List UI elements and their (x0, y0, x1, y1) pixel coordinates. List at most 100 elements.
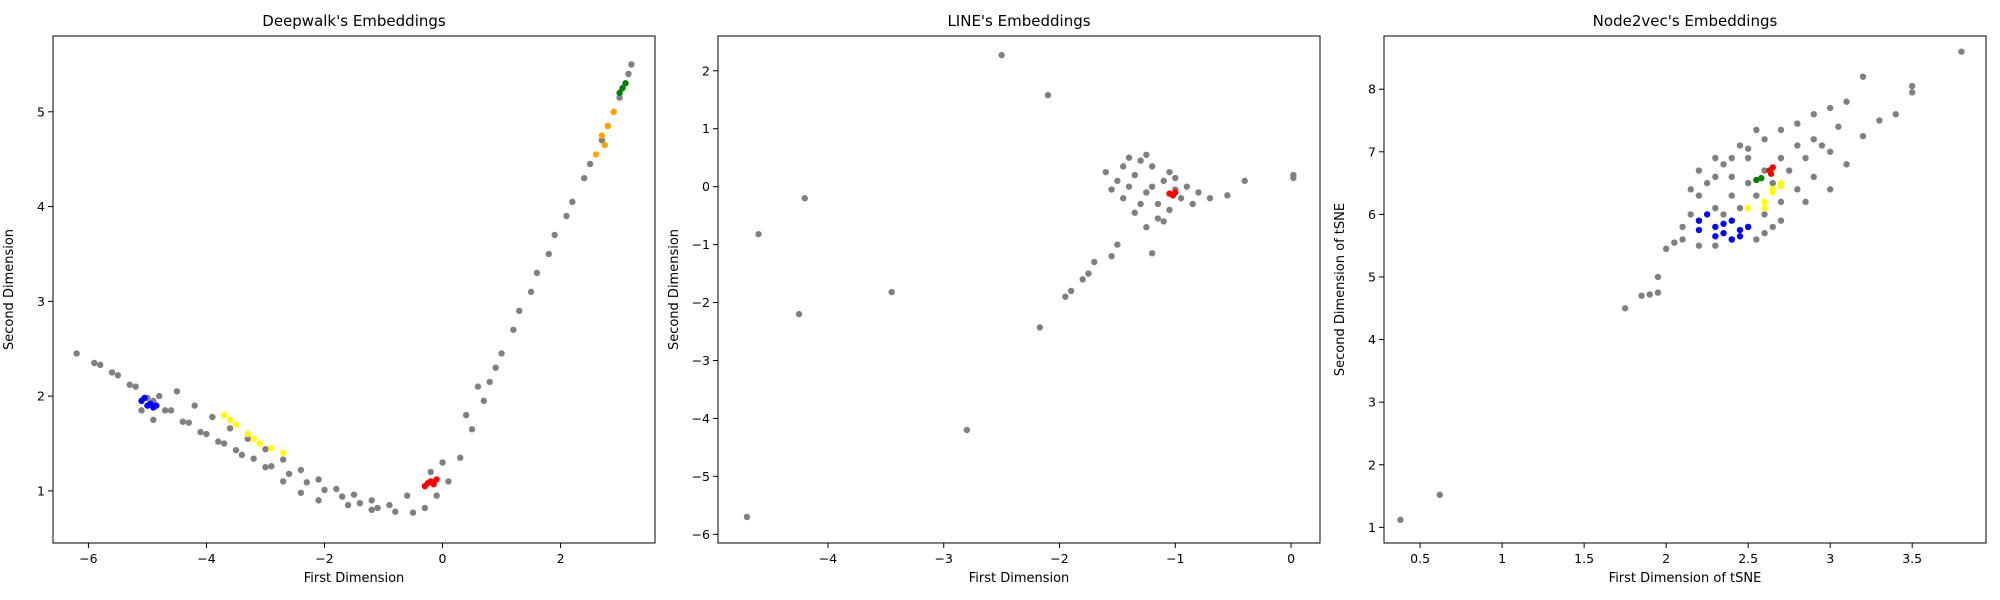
data-point (203, 430, 210, 438)
y-tick-label: −3 (692, 353, 710, 368)
data-point (1695, 242, 1703, 249)
data-point (1753, 126, 1760, 134)
data-point (1761, 198, 1768, 206)
data-point (368, 497, 375, 504)
data-point (963, 426, 971, 434)
data-point (1794, 120, 1801, 127)
data-point (1114, 241, 1121, 248)
data-point (1958, 48, 1965, 55)
data-point (1044, 91, 1052, 99)
data-point (1166, 206, 1173, 214)
data-point (1758, 174, 1765, 182)
data-point (625, 70, 632, 78)
data-point (510, 326, 517, 333)
data-point (1125, 154, 1133, 161)
data-point (356, 499, 364, 507)
data-point (126, 381, 133, 388)
data-point (1810, 111, 1817, 118)
data-point (1119, 195, 1127, 202)
data-point (97, 361, 104, 369)
data-point (628, 61, 635, 68)
data-point (1703, 179, 1711, 187)
data-point (250, 455, 257, 462)
data-point (616, 89, 623, 97)
data-point (232, 421, 240, 428)
data-point (1810, 173, 1817, 181)
data-points (73, 61, 635, 516)
chart-title: LINE's Embeddings (947, 12, 1090, 30)
data-point (1908, 82, 1916, 90)
data-point (220, 411, 228, 419)
data-point (1166, 168, 1173, 176)
data-point (1036, 324, 1044, 331)
x-axis-label: First Dimension of tSNE (1609, 571, 1762, 586)
data-point (1777, 217, 1785, 224)
data-point (1695, 226, 1703, 234)
data-point (1148, 183, 1156, 190)
x-tick-label: 0 (439, 551, 447, 566)
data-point (580, 174, 588, 182)
data-point (1761, 204, 1768, 212)
data-point (474, 383, 482, 390)
plot-frame (1383, 35, 1987, 544)
data-point (1753, 176, 1760, 184)
data-point (1818, 142, 1826, 149)
data-point (622, 80, 629, 87)
data-point (191, 402, 198, 409)
y-tick-label: −1 (692, 237, 710, 252)
data-point (601, 141, 609, 149)
data-point (1769, 179, 1776, 187)
x-tick-label: 0.5 (1410, 551, 1430, 566)
data-point (1154, 200, 1162, 208)
y-axis-label: Second Dimension (2, 229, 17, 350)
data-point (1859, 132, 1867, 140)
data-point (179, 418, 187, 425)
data-point (1720, 229, 1727, 237)
data-point (220, 440, 228, 447)
data-point (167, 407, 175, 414)
data-point (209, 413, 216, 421)
data-point (430, 481, 437, 488)
data-point (173, 388, 181, 395)
data-point (238, 451, 246, 459)
data-point (1169, 192, 1177, 199)
y-tick-label: 4 (37, 199, 45, 214)
x-tick-label: 2 (557, 551, 565, 566)
plot-frame (52, 35, 656, 544)
data-point (1769, 164, 1776, 171)
data-point (226, 416, 234, 424)
data-point (1067, 287, 1075, 295)
data-point (138, 407, 145, 414)
data-point (1679, 236, 1686, 243)
data-point (1892, 111, 1899, 118)
y-tick-label: 1 (37, 483, 45, 498)
data-point (1143, 189, 1150, 196)
data-points (743, 51, 1297, 521)
data-point (244, 435, 251, 442)
data-point (1810, 136, 1817, 143)
x-tick-label: 2.5 (1738, 551, 1758, 566)
data-point (1160, 218, 1167, 225)
data-point (586, 160, 594, 168)
data-point (1224, 192, 1231, 199)
y-tick-label: 0 (702, 179, 710, 194)
data-point (279, 449, 287, 457)
data-point (108, 369, 116, 376)
data-point (91, 359, 98, 367)
panel-3: 0.5 1 1.5 2 2.5 3 3.5 1 2 3 4 5 6 7 8 Node2vec's Embedd… (1333, 12, 1987, 586)
data-point (545, 250, 552, 258)
data-point (1137, 200, 1144, 208)
y-tick-label: 6 (1368, 207, 1376, 222)
data-point (1744, 145, 1752, 152)
data-point (197, 428, 204, 436)
data-point (1802, 154, 1809, 162)
y-tick-label: 2 (1368, 457, 1376, 472)
data-point (1744, 179, 1752, 187)
data-point (1148, 250, 1156, 257)
data-point (1085, 270, 1092, 277)
data-point (1777, 154, 1785, 162)
data-point (1131, 171, 1138, 179)
x-tick-label: 0 (1287, 551, 1295, 566)
data-point (1712, 154, 1719, 162)
